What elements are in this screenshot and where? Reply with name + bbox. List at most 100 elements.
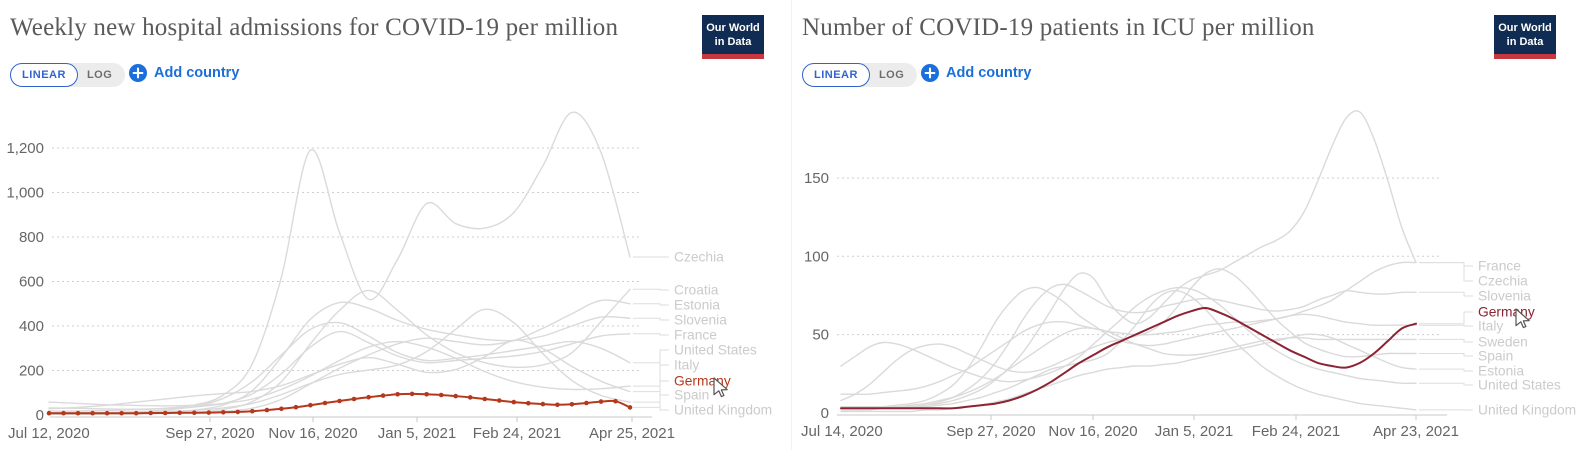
series-line-germany [840, 306, 1417, 410]
icu-patients-chart: 0 50 100 150 Jul 14, 2020 Sep 27, 2020 Nov 16,… [801, 110, 1576, 440]
country-label-united-kingdom[interactable]: United Kingdom [674, 403, 772, 418]
y-tick-label: 200 [19, 363, 44, 380]
country-label-croatia[interactable]: Croatia [674, 283, 719, 298]
series-marker [453, 393, 459, 399]
series-marker [627, 405, 633, 410]
series-marker [467, 395, 473, 400]
series-marker [75, 410, 81, 416]
legend-connector [1419, 368, 1473, 372]
add-country-button[interactable]: Add country [129, 64, 239, 82]
series-marker [264, 407, 270, 413]
country-label-spain[interactable]: Spain [674, 388, 709, 403]
series-marker [206, 410, 212, 415]
series-marker [555, 402, 560, 408]
linear-button[interactable]: LINEAR [10, 63, 78, 87]
country-label-spain[interactable]: Spain [1478, 349, 1513, 364]
legend-connector [1419, 262, 1473, 267]
country-label-estonia[interactable]: Estonia [1478, 364, 1524, 379]
page-title: Number of COVID-19 patients in ICU per m… [802, 14, 1315, 41]
series-line-sweden [840, 327, 1417, 408]
series-marker [511, 399, 517, 405]
country-label-slovenia[interactable]: Slovenia [1478, 289, 1531, 304]
series-line-czechia [840, 110, 1417, 410]
legend-connector [633, 401, 669, 411]
series-marker [598, 399, 604, 404]
owid-logo-line2: in Data [1506, 36, 1544, 49]
legend-connector [1419, 311, 1473, 325]
y-tick-label: 0 [821, 405, 829, 422]
plus-circle-icon [129, 64, 147, 82]
series-line-united-states [48, 340, 631, 407]
owid-logo-line2: in Data [714, 36, 752, 49]
country-label-estonia[interactable]: Estonia [674, 298, 720, 313]
owid-logo[interactable]: Our World in Data [702, 15, 764, 59]
country-label-united-states[interactable]: United States [674, 343, 757, 358]
series-marker [119, 410, 124, 416]
x-tick-label: Jan 5, 2021 [378, 425, 456, 442]
linear-button[interactable]: LINEAR [802, 63, 870, 87]
country-label-france[interactable]: France [674, 328, 717, 343]
series-marker [366, 394, 371, 400]
x-tick-label: Sep 27, 2020 [946, 423, 1035, 440]
country-label-germany[interactable]: Germany [1478, 305, 1535, 320]
series-line-italy [840, 286, 1417, 410]
series-marker [104, 410, 110, 416]
country-label-czechia[interactable]: Czechia [674, 250, 724, 265]
series-marker [613, 398, 618, 404]
country-label-slovenia[interactable]: Slovenia [674, 313, 727, 328]
x-tick-label: Feb 24, 2021 [473, 425, 561, 442]
owid-logo-line1: Our World [706, 22, 760, 34]
x-tick-label: Apr 23, 2021 [1373, 423, 1459, 440]
series-marker [61, 410, 66, 416]
series-marker [351, 396, 357, 402]
y-tick-label: 800 [19, 229, 44, 246]
x-tick-label: Sep 27, 2020 [165, 425, 254, 442]
y-tick-label: 50 [812, 327, 829, 344]
x-tick-label: Jul 14, 2020 [801, 423, 883, 440]
legend-connector [1419, 382, 1473, 386]
series-marker [148, 410, 153, 416]
country-label-france[interactable]: France [1478, 259, 1521, 274]
series-marker [162, 410, 168, 416]
series-line-united-kingdom [48, 308, 631, 414]
owid-logo[interactable]: Our World in Data [1494, 15, 1556, 59]
owid-logo-line1: Our World [1498, 22, 1552, 34]
x-tick-label: Jan 5, 2021 [1155, 423, 1233, 440]
x-tick-label: Nov 16, 2020 [1048, 423, 1137, 440]
legend-connector [633, 303, 669, 306]
add-country-button[interactable]: Add country [921, 64, 1031, 82]
legend-connector [633, 317, 669, 321]
scale-toggle: LINEAR LOG [802, 63, 918, 87]
country-label-sweden[interactable]: Sweden [1478, 335, 1528, 350]
x-tick-label: Jul 12, 2020 [8, 425, 90, 442]
y-tick-label: 400 [19, 318, 44, 335]
series-marker [308, 402, 313, 408]
x-tick-label: Nov 16, 2020 [268, 425, 357, 442]
legend-connector [1419, 324, 1473, 327]
legend-connector [1419, 291, 1473, 297]
country-label-czechia[interactable]: Czechia [1478, 274, 1528, 289]
country-label-united-kingdom[interactable]: United Kingdom [1478, 403, 1576, 418]
country-label-italy[interactable]: Italy [1478, 319, 1503, 334]
series-line-slovenia [48, 301, 631, 415]
add-country-label: Add country [154, 65, 240, 81]
log-button[interactable]: LOG [78, 63, 125, 87]
series-marker [438, 392, 444, 398]
series-marker [497, 398, 502, 403]
series-line-estonia [840, 333, 1417, 413]
series-marker [250, 408, 255, 414]
plus-circle-icon [921, 64, 939, 82]
series-marker [192, 410, 197, 416]
country-label-italy[interactable]: Italy [674, 358, 699, 373]
x-tick-label: Feb 24, 2021 [1252, 423, 1340, 440]
legend-connector [1419, 262, 1473, 282]
log-button[interactable]: LOG [870, 63, 917, 87]
series-marker [293, 404, 299, 410]
legend-connector [1419, 353, 1473, 357]
legend-connector [633, 362, 669, 366]
series-marker [526, 400, 531, 406]
series-marker [424, 392, 429, 397]
country-label-united-states[interactable]: United States [1478, 378, 1561, 393]
legend-connector [633, 333, 669, 336]
series-line-czechia [48, 111, 631, 412]
